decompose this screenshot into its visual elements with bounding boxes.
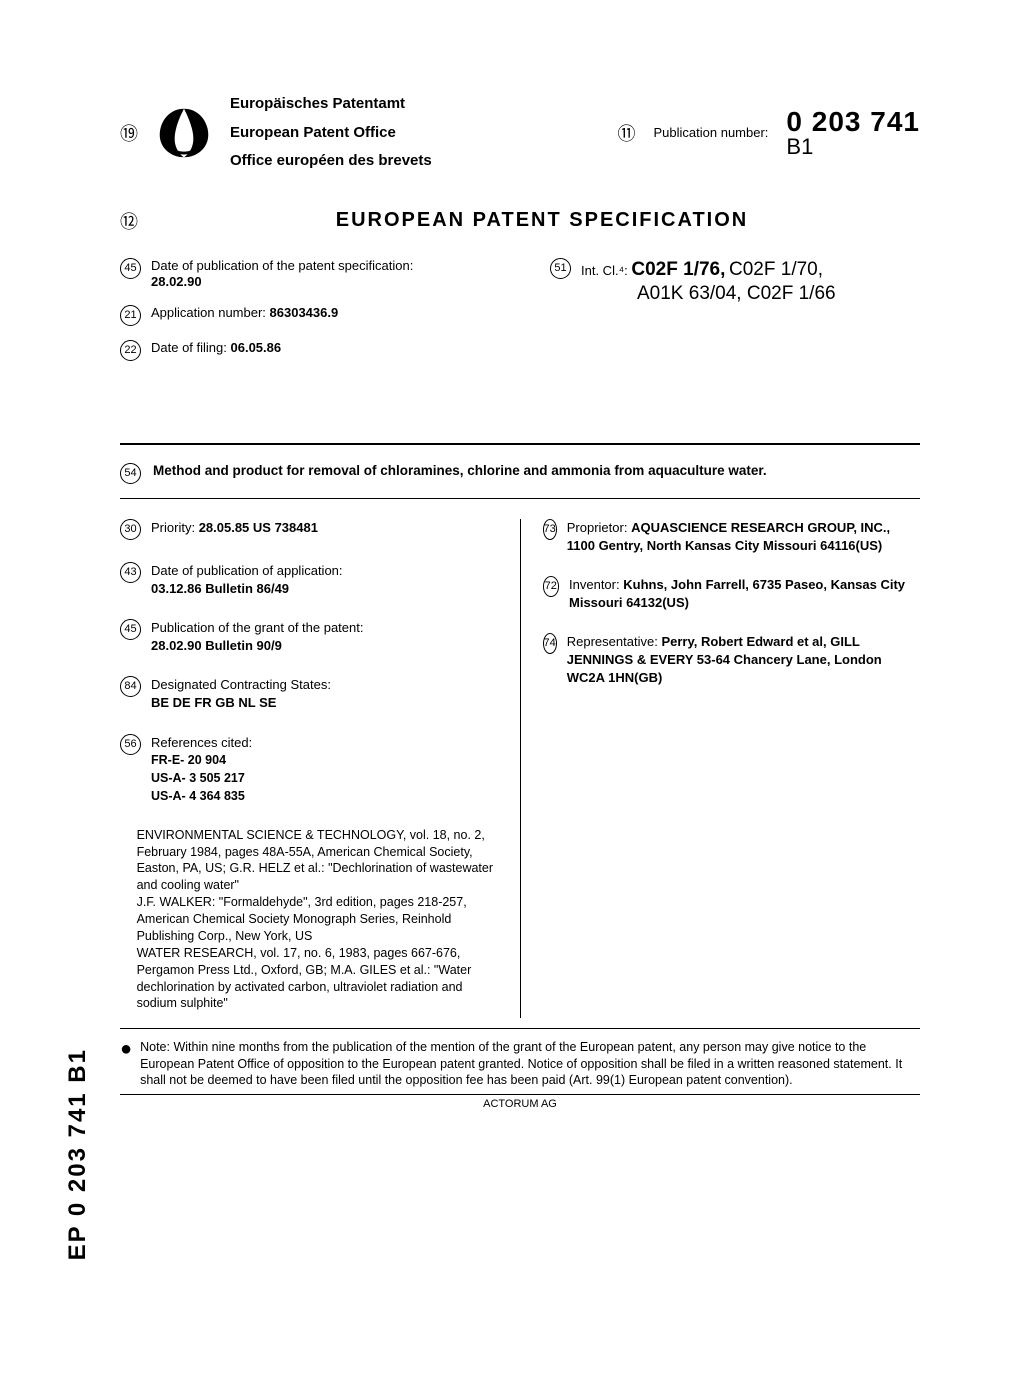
f56-label: References cited:	[151, 735, 252, 750]
f84-val: BE DE FR GB NL SE	[151, 695, 276, 710]
pub-number: 0 203 741	[786, 106, 920, 138]
circled-51: 51	[550, 258, 571, 279]
intcl-label: Int. Cl.⁴:	[581, 263, 628, 278]
f72-val: Kuhns, John Farrell, 6735 Paseo, Kansas …	[569, 577, 905, 610]
intcl-rest: C02F 1/70,	[729, 259, 823, 280]
f84-label: Designated Contracting States:	[151, 677, 331, 692]
title-54-row: 54 Method and product for removal of chl…	[120, 463, 920, 484]
circled-19: ⑲	[120, 120, 138, 146]
intcl-main: C02F 1/76,	[631, 259, 725, 280]
header: ⑲ Europäisches Patentamt European Patent…	[120, 90, 920, 176]
f45b-val: 28.02.90 Bulletin 90/9	[151, 638, 282, 653]
circled-43: 43	[120, 562, 141, 583]
office-de: Europäisches Patentamt	[230, 90, 432, 119]
circled-73: 73	[543, 519, 557, 540]
lower-grid: 30 Priority: 28.05.85 US 738481 43 Date …	[120, 519, 920, 1018]
note-row: ● Note: Within nine months from the publ…	[120, 1039, 920, 1088]
f43-label: Date of publication of application:	[151, 563, 343, 578]
spec-title: EUROPEAN PATENT SPECIFICATION	[164, 209, 920, 232]
f43-val: 03.12.86 Bulletin 86/49	[151, 581, 289, 596]
f74-label: Representative:	[567, 634, 658, 649]
footer: ACTORUM AG	[120, 1094, 920, 1110]
epo-logo-icon	[156, 105, 212, 161]
office-fr: Office européen des brevets	[230, 147, 432, 176]
office-names: Europäisches Patentamt European Patent O…	[230, 90, 432, 176]
f73-label: Proprietor:	[567, 520, 628, 535]
pubnum-block: ⑪ Publication number: 0 203 741 B1	[618, 106, 920, 160]
circled-84: 84	[120, 676, 141, 697]
field-22-val: 06.05.86	[231, 340, 282, 355]
circled-45b: 45	[120, 619, 141, 640]
circled-54: 54	[120, 463, 141, 484]
divider-bottom	[120, 1028, 920, 1029]
field-21-label: Application number:	[151, 305, 266, 320]
circled-22: 22	[120, 340, 141, 361]
circled-74: 74	[543, 633, 557, 654]
intcl-line2: A01K 63/04, C02F 1/66	[637, 282, 836, 307]
divider-thin-1	[120, 498, 920, 499]
spec-title-row: ⑫ EUROPEAN PATENT SPECIFICATION	[120, 208, 920, 234]
f30-val: 28.05.85 US 738481	[199, 520, 318, 535]
circled-56: 56	[120, 734, 141, 755]
circled-30: 30	[120, 519, 141, 540]
office-en: European Patent Office	[230, 119, 432, 148]
field-22-label: Date of filing:	[151, 340, 227, 355]
f45b-label: Publication of the grant of the patent:	[151, 620, 363, 635]
field-21-val: 86303436.9	[270, 305, 339, 320]
note-text: Note: Within nine months from the public…	[140, 1039, 920, 1088]
note-bullet-icon: ●	[120, 1039, 132, 1088]
field-45-label: Date of publication of the patent specif…	[151, 258, 413, 273]
circled-11: ⑪	[618, 120, 636, 146]
f56-refs: FR-E- 20 904 US-A- 3 505 217 US-A- 4 364…	[151, 753, 245, 803]
circled-21: 21	[120, 305, 141, 326]
side-label: EP 0 203 741 B1	[64, 1048, 92, 1260]
f30-label: Priority:	[151, 520, 195, 535]
circled-45: 45	[120, 258, 141, 279]
field-45-date: 28.02.90	[151, 274, 202, 289]
circled-72: 72	[543, 576, 560, 597]
f56-long: ENVIRONMENTAL SCIENCE & TECHNOLOGY, vol.…	[137, 827, 498, 1013]
title-54-text: Method and product for removal of chlora…	[153, 463, 767, 478]
circled-12: ⑫	[120, 208, 138, 234]
f72-label: Inventor:	[569, 577, 620, 592]
upper-block: 45 Date of publication of the patent spe…	[120, 258, 920, 376]
divider-thick	[120, 443, 920, 445]
pub-label: Publication number:	[654, 125, 769, 140]
